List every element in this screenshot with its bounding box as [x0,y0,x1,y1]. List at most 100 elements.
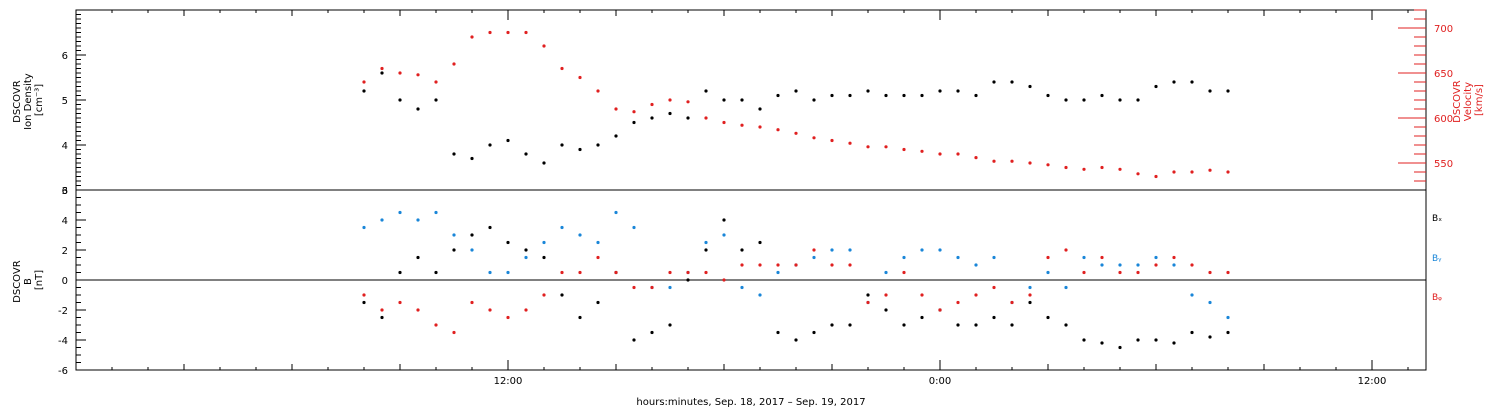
bz-point [632,285,636,290]
bx-point [488,225,492,230]
bz-point [902,270,906,275]
velocity-tick-label: 550 [1434,159,1453,170]
velocity-point [758,125,762,129]
field-tick-label: -2 [58,306,68,317]
velocity-point [524,30,528,35]
velocity-axis-label: DSCOVR Velocity [km/s] [1452,77,1485,123]
by-point [740,285,744,290]
bx-point [1190,330,1194,335]
velocity-point [362,80,366,84]
by-point [1028,285,1032,290]
velocity-point [920,149,924,153]
ion-density-point [1010,80,1014,84]
bx-point [974,323,978,327]
by-point [848,248,852,252]
by-point [938,248,942,252]
bz-point [398,300,402,305]
velocity-axis-ticks: 550 600 650 700 [1398,9,1453,191]
by-point [470,248,474,252]
bx-point [506,240,510,245]
ion-density-point [1100,93,1104,98]
by-point [1136,263,1140,267]
bx-point [524,248,528,252]
by-point [1190,293,1194,297]
by-point [1226,315,1230,320]
bx-point [704,248,708,252]
density-axis-ticks: 3 4 5 6 [62,9,86,197]
bx-point [668,323,672,327]
by-point [380,218,384,222]
ion-density-point [614,134,618,138]
velocity-label-line-2: Velocity [1463,82,1474,121]
by-point [596,240,600,245]
bz-point [830,263,834,267]
bx-point [362,300,366,305]
field-tick-label: -4 [58,336,68,347]
ion-density-point [434,98,438,102]
velocity-point [740,123,744,127]
ion-density-point [776,93,780,98]
ion-density-point [362,89,366,93]
velocity-point [866,145,870,149]
ion-density-point [1190,80,1194,84]
ion-density-point [1118,98,1122,102]
velocity-point [992,159,996,163]
time-tick-label: 0:00 [929,376,951,387]
bz-point [362,293,366,297]
ion-density-point [1208,89,1212,93]
ion-density-point [1226,89,1230,93]
ion-density-point [398,98,402,102]
by-point [614,210,618,215]
velocity-point [938,152,942,156]
bz-point [1190,263,1194,267]
ion-density-point [740,98,744,102]
bz-point [560,270,564,275]
ion-density-point [542,161,546,165]
by-point [992,255,996,260]
bx-point [1226,330,1230,335]
bx-point [596,300,600,305]
bx-point [632,338,636,342]
bz-point [1226,270,1230,275]
by-point [884,270,888,275]
bz-point [974,293,978,297]
bz-point [776,263,780,267]
ion-density-point [452,152,456,156]
bx-point [992,315,996,320]
bz-point [758,263,762,267]
bx-point [416,255,420,260]
ion-density-point [380,71,384,75]
plasma-panel: 3 4 5 6 550 600 650 700 DSCOVR Ion Density [cm… [12,9,1485,197]
by-point [1118,263,1122,267]
bx-point [1118,345,1122,350]
bx-point [686,278,690,282]
bz-point [452,330,456,335]
ion-density-point [560,143,564,147]
magnetic-panel: -6 -4 -2 0 2 4 6 DSCOVR B [nT] Bₓ Bᵧ Bᵩ [12,186,1442,377]
bz-point [614,270,618,275]
velocity-point [1118,167,1122,171]
velocity-tick-label: 600 [1434,114,1453,125]
time-tick-label: 12:00 [1358,376,1387,387]
bz-point [542,293,546,297]
by-point [920,248,924,252]
ion-density-point [416,107,420,111]
time-tick-label: 12:00 [494,376,523,387]
bz-point [1100,255,1104,260]
by-point [398,210,402,215]
bx-point [794,338,798,342]
velocity-point [884,145,888,149]
ion-density-point [1064,98,1068,102]
velocity-label-line-1: DSCOVR [1452,80,1463,123]
legend-bz: Bᵩ [1432,293,1442,303]
bz-point [380,308,384,312]
field-tick-label: 2 [62,246,68,257]
bz-point [668,270,672,275]
velocity-point [956,152,960,156]
ion-density-point [632,120,636,125]
by-point [632,225,636,230]
velocity-point [470,35,474,39]
ion-density-point [1046,93,1050,98]
ion-density-point [812,98,816,102]
